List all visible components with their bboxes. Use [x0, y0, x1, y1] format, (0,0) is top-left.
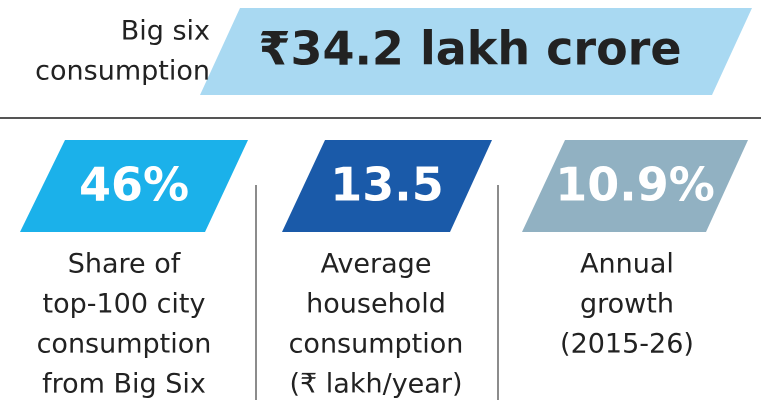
header-value: ₹34.2 lakh crore: [258, 22, 681, 76]
stat-label: Annual: [580, 249, 674, 280]
stat-label: Share of: [68, 249, 182, 280]
stat-label: top-100 city: [42, 289, 205, 320]
header-label: Big six: [121, 16, 210, 47]
stat-label: consumption: [37, 329, 212, 360]
stat-label: growth: [580, 289, 674, 320]
stat-value: 13.5: [330, 158, 444, 212]
stat-band: [282, 140, 492, 232]
stat-band: [20, 140, 248, 232]
stat-label: consumption: [289, 329, 464, 360]
stat-value: 10.9%: [555, 158, 715, 212]
stat-label: (2015-26): [560, 329, 694, 360]
stat-label: from Big Six: [42, 369, 206, 400]
stat-label: Average: [321, 249, 432, 280]
header-label: consumption: [35, 56, 210, 87]
stat-band: [522, 140, 748, 232]
stat-value: 46%: [79, 158, 189, 212]
header-band: [200, 8, 752, 95]
stat-label: household: [306, 289, 446, 320]
stat-label: (₹ lakh/year): [290, 369, 463, 400]
